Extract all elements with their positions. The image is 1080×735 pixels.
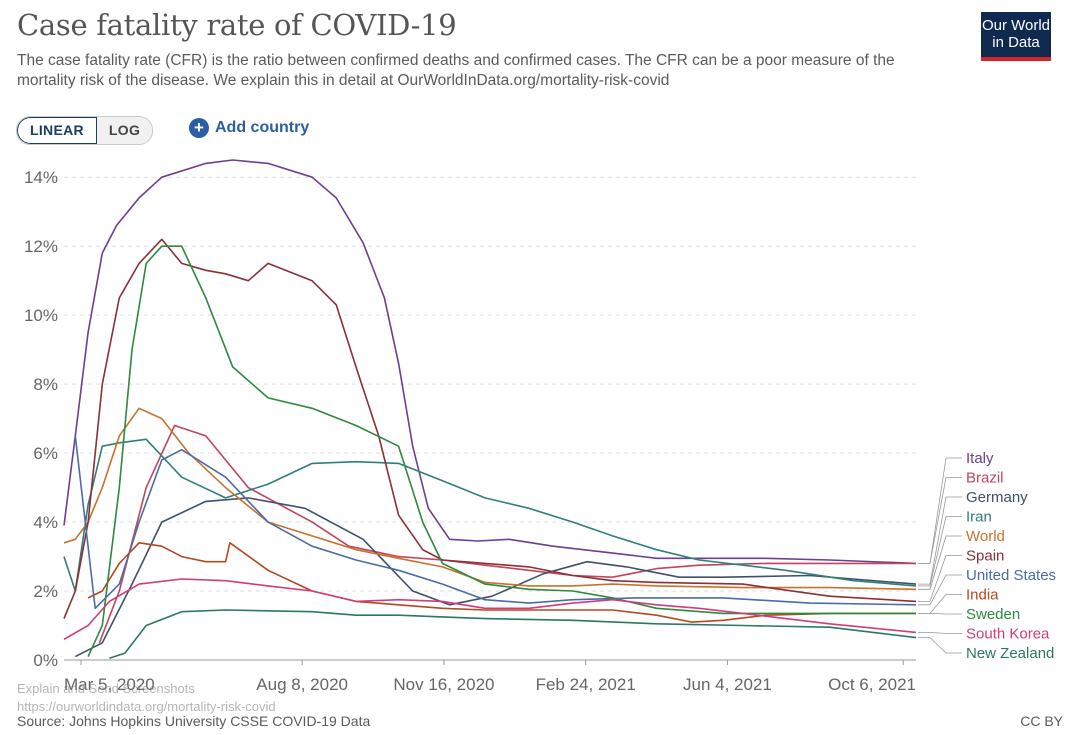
legend-connector xyxy=(918,555,962,602)
source-note: Source: Johns Hopkins University CSSE CO… xyxy=(17,713,371,729)
legend-label-germany[interactable]: Germany xyxy=(966,489,1028,506)
series-lines xyxy=(63,159,917,660)
legend-connector xyxy=(918,632,962,634)
legend-label-spain[interactable]: Spain xyxy=(966,548,1004,565)
legend-connector xyxy=(918,535,962,590)
x-tick-label: Nov 16, 2020 xyxy=(393,675,494,694)
y-tick-label: 10% xyxy=(24,306,58,325)
license-link[interactable]: CC BY xyxy=(1020,713,1063,729)
legend-connector xyxy=(918,637,962,654)
legend-label-sweden[interactable]: Sweden xyxy=(966,606,1020,623)
legend-label-brazil[interactable]: Brazil xyxy=(966,470,1004,487)
series-line-united-states[interactable] xyxy=(74,435,917,610)
y-tick-label: 14% xyxy=(24,168,58,187)
legend-connector xyxy=(918,574,962,606)
owid-logo[interactable]: Our World in Data xyxy=(981,12,1051,61)
legend-connector xyxy=(918,594,962,614)
legend-connector xyxy=(918,477,962,564)
overlay-url: https://ourworldindata.org/mortality-ris… xyxy=(17,699,276,714)
x-tick-label: Mar 5, 2020 xyxy=(64,675,155,694)
x-tick-label: Aug 8, 2020 xyxy=(256,675,348,694)
series-line-germany[interactable] xyxy=(74,497,917,658)
legend-label-iran[interactable]: Iran xyxy=(966,509,992,526)
y-tick-label: 6% xyxy=(33,444,58,463)
series-line-world[interactable] xyxy=(63,407,917,591)
y-tick-label: 12% xyxy=(24,237,58,256)
x-tick-label: Oct 6, 2021 xyxy=(828,675,916,694)
x-tick-label: Feb 24, 2021 xyxy=(536,675,636,694)
overlay-caption: Explain and Send Screenshots xyxy=(17,681,195,696)
legend-label-world[interactable]: World xyxy=(966,528,1005,545)
legend-connector xyxy=(918,516,962,587)
x-tick-label: Jun 4, 2021 xyxy=(683,675,772,694)
legend-label-south-korea[interactable]: South Korea xyxy=(966,626,1050,643)
y-axis: 0% 2% 4% 6% 8% 10% 12% 14% xyxy=(24,168,58,670)
scale-toggle: LINEAR LOG xyxy=(16,116,154,145)
series-line-new-zealand[interactable] xyxy=(109,609,917,660)
y-tick-label: 2% xyxy=(33,582,58,601)
y-tick-label: 4% xyxy=(33,513,58,532)
series-line-south-korea[interactable] xyxy=(63,578,917,640)
x-axis: Mar 5, 2020 Aug 8, 2020 Nov 16, 2020 Feb 24… xyxy=(64,660,916,694)
legend-connector xyxy=(918,613,962,615)
series-line-italy[interactable] xyxy=(63,159,917,565)
grid-lines xyxy=(64,176,916,661)
series-line-india[interactable] xyxy=(87,542,916,623)
legend-label-italy[interactable]: Italy xyxy=(966,450,994,467)
legend-label-india[interactable]: India xyxy=(966,587,999,604)
log-button[interactable]: LOG xyxy=(96,117,153,144)
add-country-button[interactable]: + Add country xyxy=(189,118,309,138)
plus-circle-icon: + xyxy=(189,118,209,138)
legend-label-new-zealand[interactable]: New Zealand xyxy=(966,645,1054,662)
add-country-label: Add country xyxy=(215,119,310,136)
logo-line-1: Our World xyxy=(981,17,1051,34)
series-line-spain[interactable] xyxy=(63,238,917,619)
y-tick-label: 8% xyxy=(33,375,58,394)
logo-line-2: in Data xyxy=(992,34,1040,51)
legend: Italy Brazil Germany Iran World Spain United S… xyxy=(918,450,1056,662)
series-line-iran[interactable] xyxy=(63,438,917,592)
linear-button[interactable]: LINEAR xyxy=(17,117,97,144)
chart-title: Case fatality rate of COVID-19 xyxy=(17,8,457,42)
series-line-sweden[interactable] xyxy=(87,245,916,657)
chart-subtitle: The case fatality rate (CFR) is the rati… xyxy=(17,52,895,89)
legend-connector xyxy=(918,496,962,585)
y-tick-label: 0% xyxy=(33,651,58,670)
legend-label-united-states[interactable]: United States xyxy=(966,567,1056,584)
